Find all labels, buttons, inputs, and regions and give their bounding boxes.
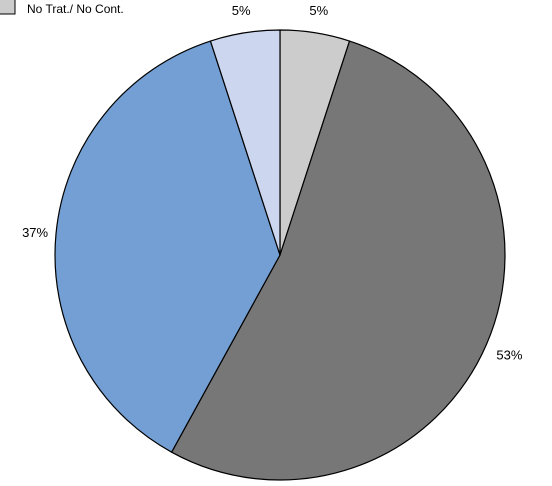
pie-slice-label-0: 5% [309, 3, 328, 18]
pie-slice-label-3: 5% [232, 3, 251, 18]
pie-slice-2 [54, 40, 281, 453]
pie-slice-label-1: 53% [496, 347, 522, 362]
pie-slice-3 [209, 29, 281, 256]
pie-slice-label-2: 37% [22, 225, 48, 240]
legend-swatch [0, 0, 16, 15]
legend-label: No Trat./ No Cont. [27, 2, 124, 16]
pie-slice-1 [171, 40, 506, 481]
pie-slices [54, 29, 506, 481]
legend: No Trat./ No Cont. [0, 0, 124, 16]
pie-slice-labels: 5% 53% 37% 5% [22, 3, 523, 362]
